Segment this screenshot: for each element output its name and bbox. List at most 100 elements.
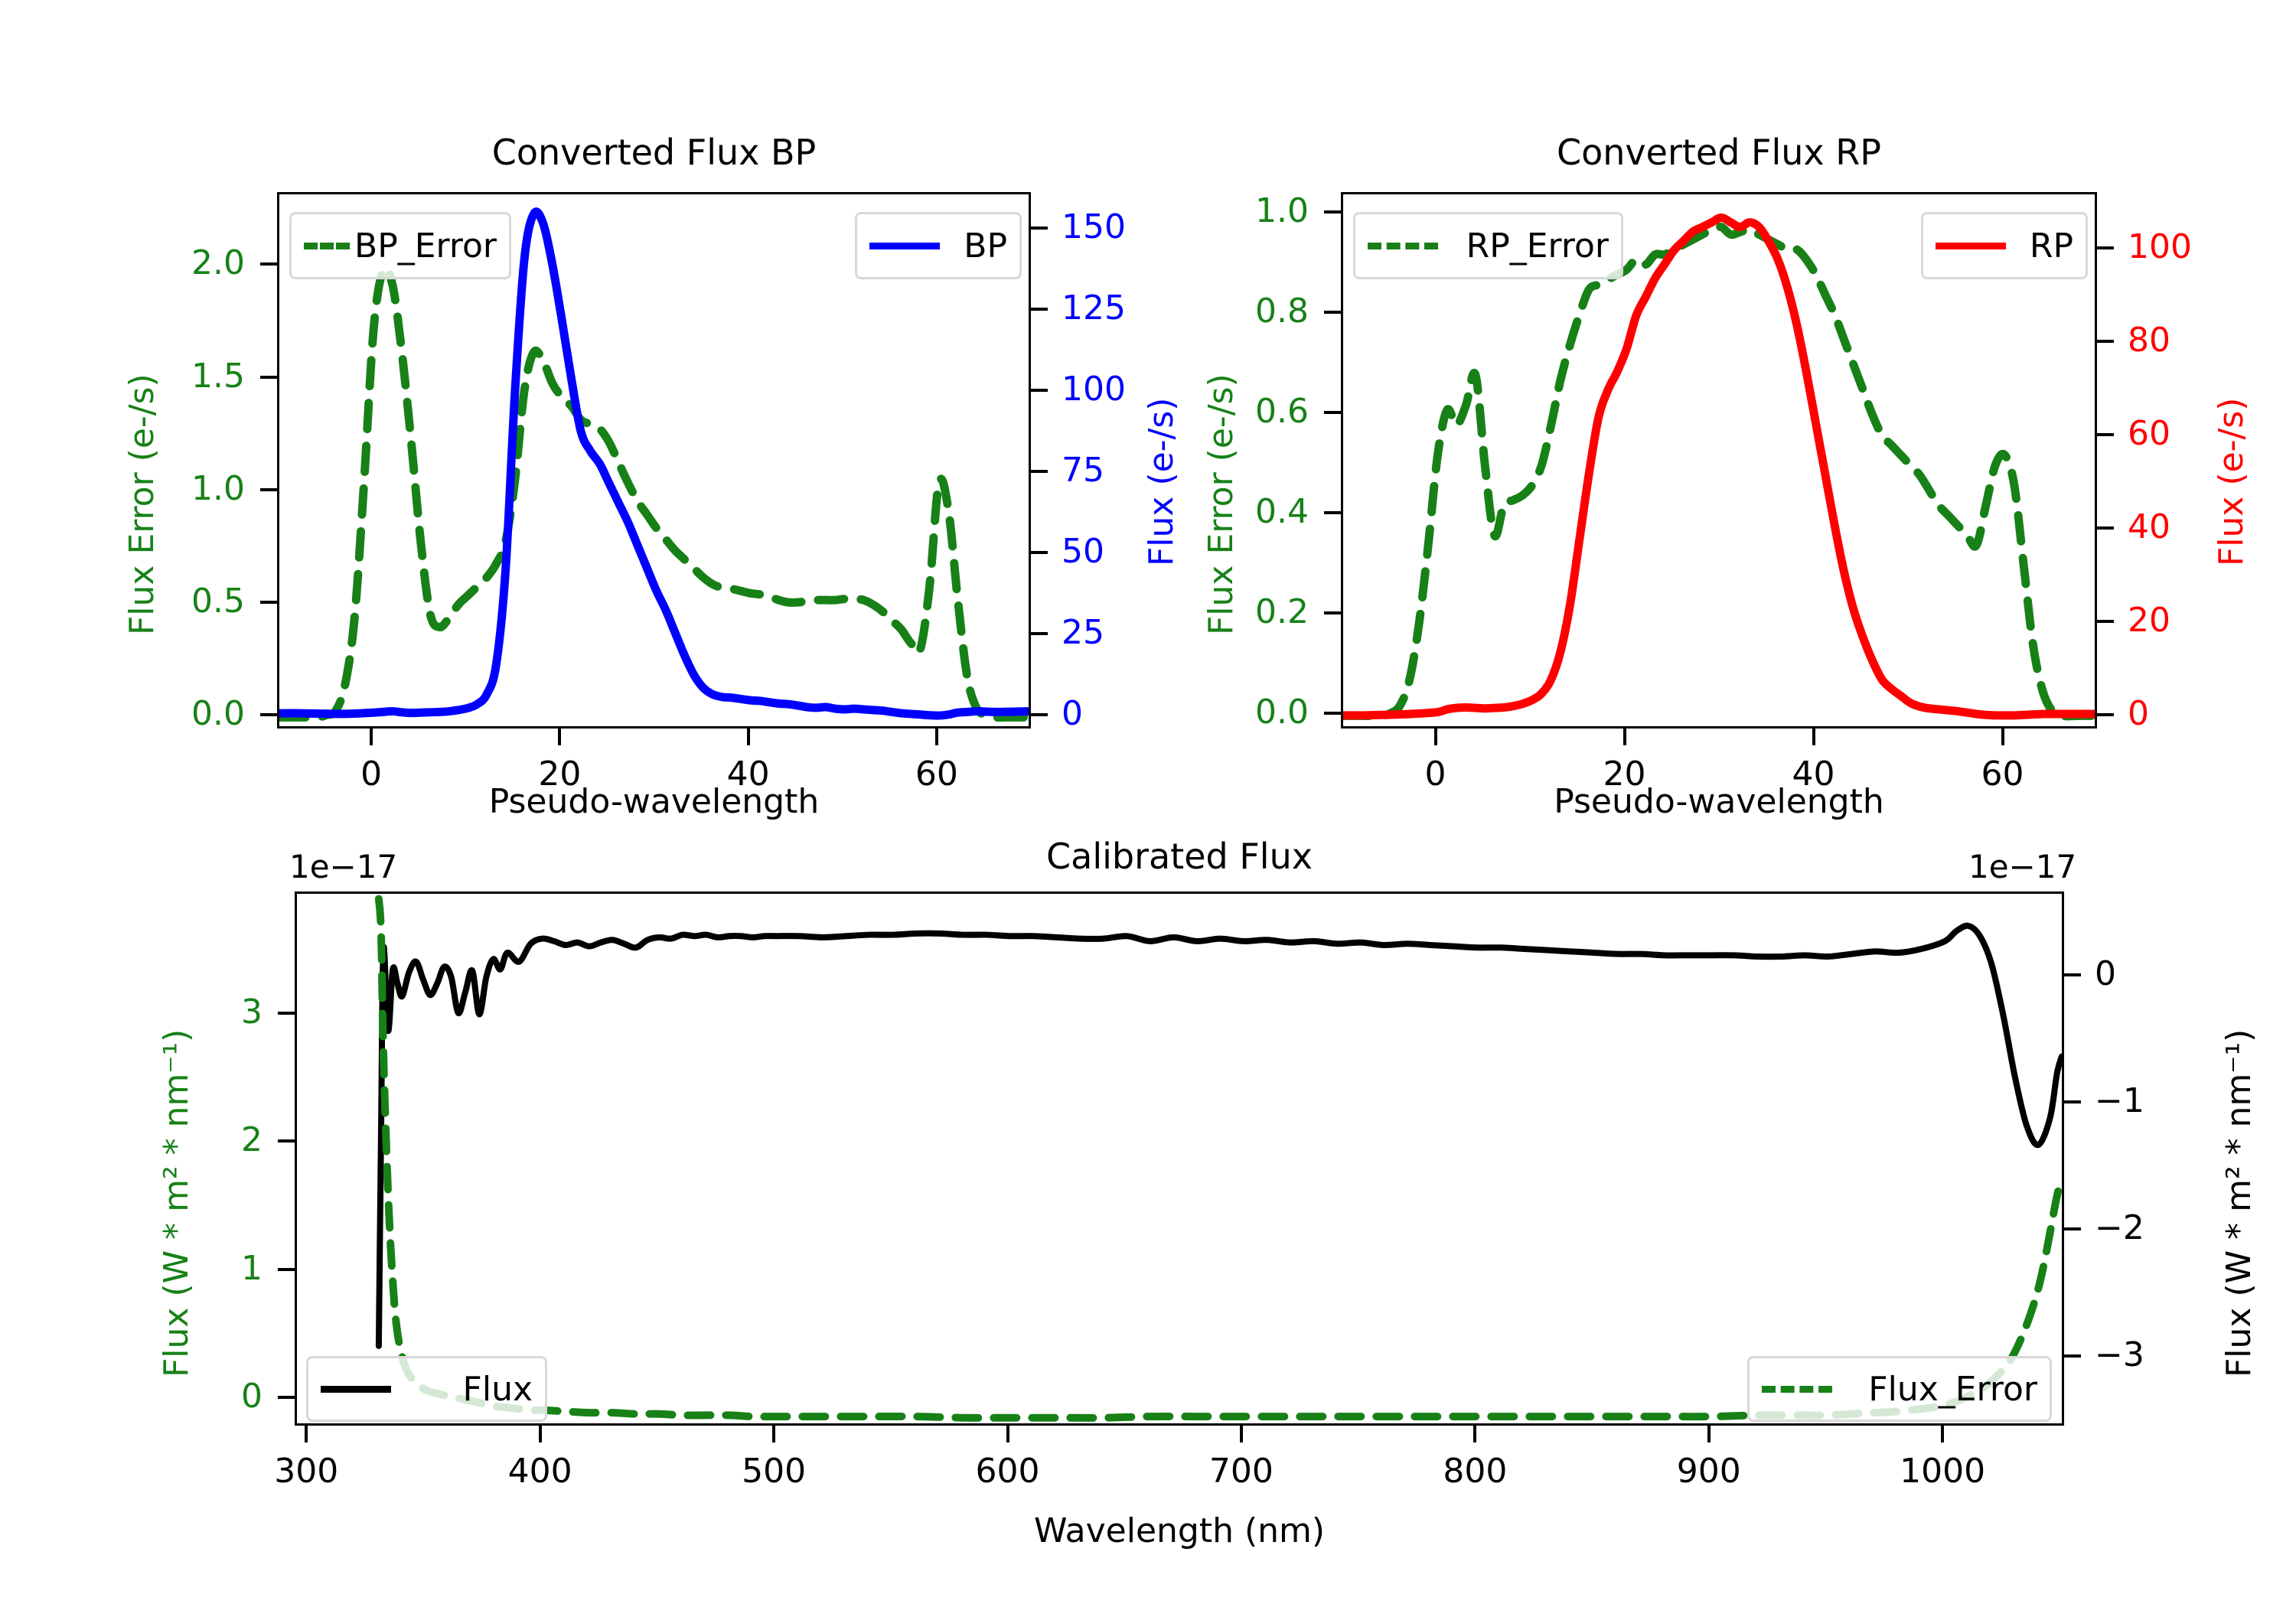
calibrated-ylabel-left: Flux (W * m² * nm⁻¹) [157,1029,196,1377]
rp-y-right-0-tick-mark [2097,712,2114,716]
bp-y-left-1.0-tick-mark [260,487,277,491]
rp-y-left-0.2-tick-mark [1324,611,1341,615]
bp-legend-flux[interactable]: BP [855,212,1022,279]
rp-plot-area[interactable] [1341,192,2097,729]
cal-y-left-3-tick-mark [278,1012,295,1015]
bp-y-right-150-tick-mark [1031,226,1048,230]
cal-y-right-3-tick-label: 0 [2095,954,2116,994]
rp-legend-flux-label: RP [2029,226,2073,266]
calibrated-ylabel-left-text: Flux (W * m² * nm⁻¹) [157,1028,196,1377]
bp-panel-title: Converted Flux BP [491,132,817,173]
bp-y-right-125-tick-label: 125 [1062,288,1126,328]
cal-x-900-tick-label: 900 [1676,1452,1741,1491]
bp-ylabel-right: Flux (e-/s) [1142,397,1181,566]
bp-x-0-tick-label: 0 [360,755,383,794]
cal-x-300-tick-mark [305,1426,308,1442]
bp-x-60-tick-mark [934,729,938,745]
rp-y-right-60-tick-mark [2097,432,2114,436]
rp-x-0-tick-mark [1433,729,1437,745]
bp-y-right-50-tick-mark [1031,551,1048,554]
calibrated-legend-flux[interactable]: Flux [306,1356,547,1422]
bp-flux-swatch-icon [869,242,940,249]
rp-y-left-1.0-tick-mark [1324,210,1341,214]
calibrated-legend-flux-error-label: Flux_Error [1868,1369,2037,1409]
bp-y-left-0.5-tick-mark [260,601,277,605]
rp-error-swatch-icon [1368,242,1438,249]
bp-y-left-0.0-tick-label: 0.0 [191,694,245,734]
bp-x-60-tick-label: 60 [915,755,958,794]
cal-y-right-3-tick-mark [2064,973,2081,977]
cal-y-left-0-tick-label: 0 [241,1377,263,1416]
cal-y-left-1-tick-label: 1 [241,1248,263,1288]
bp-y-right-0-tick-label: 0 [1062,694,1083,734]
cal-x-300-tick-label: 300 [274,1452,339,1491]
cal-y-right-0-tick-mark [2064,1354,2081,1358]
cal-x-800-tick-mark [1473,1426,1477,1442]
rp-x-20-tick-mark [1623,729,1626,745]
rp-x-40-tick-mark [1812,729,1815,745]
rp-y-right-80-tick-label: 80 [2128,321,2170,360]
bp-y-right-100-tick-mark [1031,388,1048,392]
rp-ylabel-left: Flux Error (e-/s) [1202,373,1241,635]
rp-legend-error-label: RP_Error [1466,226,1609,266]
bp-x-20-tick-mark [558,729,562,745]
rp-y-left-0.0-tick-mark [1324,712,1341,715]
cal-y-left-3-tick-label: 3 [241,993,263,1032]
bp-x-20-tick-label: 20 [538,755,582,794]
rp-x-60-tick-label: 60 [1981,755,2024,794]
calibrated-flux-error-swatch-icon [1762,1385,1832,1393]
bp-y-right-75-tick-mark [1031,469,1048,473]
calibrated-legend-flux-label: Flux [462,1369,533,1409]
bp-y-right-50-tick-label: 50 [1062,532,1104,571]
bp-y-right-25-tick-mark [1031,632,1048,636]
cal-x-700-tick-label: 700 [1208,1452,1274,1491]
bp-y-left-1.5-tick-label: 1.5 [191,356,245,396]
cal-y-left-2-tick-label: 2 [241,1120,263,1160]
rp-y-right-20-tick-mark [2097,619,2114,623]
calibrated-offset-right: 1e−17 [1968,848,2077,885]
rp-y-left-0.8-tick-label: 0.8 [1255,292,1309,331]
bp-y-right-75-tick-label: 75 [1062,450,1104,490]
bp-y-left-1.5-tick-mark [260,375,277,379]
cal-x-600-tick-mark [1006,1426,1009,1442]
bp-legend-error-label: BP_Error [354,226,497,266]
bp-y-right-150-tick-label: 150 [1062,207,1126,246]
bp-legend-error[interactable]: BP_Error [289,212,511,279]
rp-legend-error[interactable]: RP_Error [1353,212,1623,279]
cal-y-right-0-tick-label: −3 [2095,1335,2144,1374]
cal-y-left-1-tick-mark [278,1267,295,1271]
rp-y-right-80-tick-mark [2097,340,2114,344]
calibrated-panel-title: Calibrated Flux [1046,836,1313,877]
cal-y-right-1-tick-label: −2 [2095,1208,2144,1248]
bp-plot-area[interactable] [277,192,1031,729]
bp-y-right-100-tick-label: 100 [1062,369,1126,409]
calibrated-plot-area[interactable] [295,892,2064,1426]
rp-xlabel: Pseudo-wavelength [1554,782,1884,821]
bp-xlabel: Pseudo-wavelength [488,782,820,821]
rp-x-40-tick-label: 40 [1792,755,1835,794]
rp-legend-flux[interactable]: RP [1921,212,2088,279]
rp-y-left-0.6-tick-mark [1324,411,1341,415]
cal-x-1000-tick-mark [1941,1426,1945,1442]
calibrated-ylabel-right-text: Flux (W * m² * nm⁻¹) [2219,1028,2258,1377]
rp-y-left-0.6-tick-label: 0.6 [1255,392,1309,432]
calibrated-flux-swatch-icon [321,1385,391,1393]
bp-y-left-2.0-tick-label: 2.0 [191,243,245,283]
cal-y-left-2-tick-mark [278,1139,295,1143]
bp-y-right-25-tick-label: 25 [1062,613,1104,653]
bp-y-left-1.0-tick-label: 1.0 [191,468,245,508]
rp-y-right-40-tick-mark [2097,526,2114,530]
rp-y-right-100-tick-label: 100 [2128,227,2192,267]
cal-x-500-tick-mark [772,1426,776,1442]
calibrated-offset-left: 1e−17 [289,848,398,885]
rp-panel-title: Converted Flux RP [1557,132,1881,173]
bp-ylabel-left: Flux Error (e-/s) [122,373,161,635]
bp-x-40-tick-mark [746,729,750,745]
rp-y-right-60-tick-label: 60 [2128,413,2170,453]
cal-y-right-2-tick-label: −1 [2095,1081,2144,1121]
cal-x-600-tick-label: 600 [975,1452,1040,1491]
cal-x-800-tick-label: 800 [1443,1452,1508,1491]
rp-x-0-tick-label: 0 [1424,755,1446,794]
calibrated-legend-flux-error[interactable]: Flux_Error [1747,1356,2052,1422]
rp-y-left-0.4-tick-label: 0.4 [1255,492,1309,532]
